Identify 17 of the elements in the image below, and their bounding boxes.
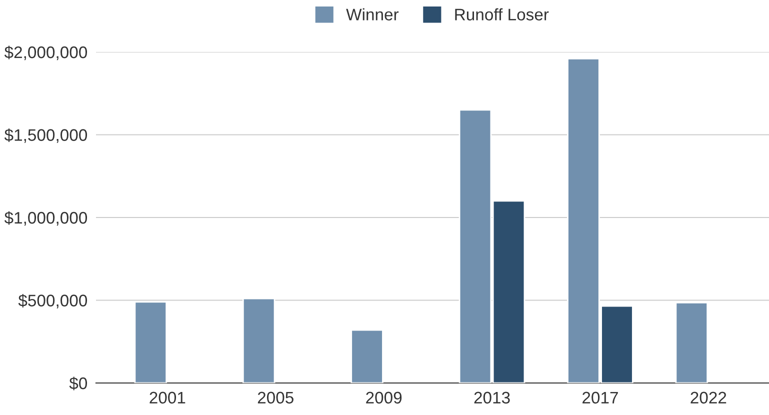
x-tick-label: 2017 (582, 392, 618, 404)
bar (675, 302, 708, 383)
x-tick-label: 2013 (474, 392, 510, 404)
x-tick-label: 2009 (366, 392, 402, 404)
x-tick-label: 2022 (690, 392, 726, 404)
y-tick-label: $0 (69, 376, 88, 390)
x-tick-label: 2001 (150, 392, 186, 404)
y-tick-label: $1,500,000 (4, 128, 88, 143)
legend-label: Winner (346, 8, 399, 20)
bar (134, 301, 168, 383)
x-tick-label: 2005 (258, 392, 294, 404)
legend-label: Runoff Loser (455, 8, 549, 20)
y-tick-label: $1,000,000 (4, 211, 88, 226)
y-tick-label: $2,000,000 (4, 46, 88, 60)
bar (242, 298, 276, 383)
y-tick-label: $500,000 (18, 294, 88, 308)
bar (350, 329, 384, 383)
